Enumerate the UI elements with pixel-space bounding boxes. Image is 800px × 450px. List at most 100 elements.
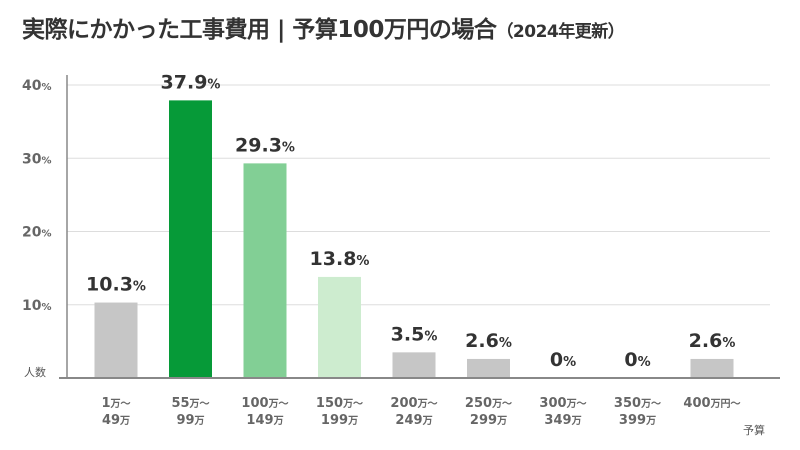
x-tick-number: 300 [539,396,566,411]
data-label-value: 37.9 [161,71,208,93]
x-tick-number: 350 [614,396,641,411]
data-label: 10.3% [86,274,146,296]
data-label: 29.3% [235,134,295,156]
x-tick-label: 400万円〜 [683,396,740,411]
x-tick-number: 149 [246,413,273,428]
x-tick-unit: 万円〜 [710,398,741,410]
data-label-value: 2.6 [465,330,499,352]
bar [169,100,212,378]
y-tick-unit: % [41,229,51,240]
x-tick-unit: 万 [347,415,358,427]
x-tick-unit: 万 [496,415,507,427]
data-label: 13.8% [310,248,370,270]
bar [94,302,138,378]
chart-title: 実際にかかった工事費用 | 予算100万円の場合（2024年更新） [22,10,792,44]
x-tick-number: 99 [176,413,194,428]
bar [467,358,510,378]
bar [243,163,287,378]
data-label: 2.6% [465,330,512,352]
y-tick-unit: % [41,155,51,166]
data-label-unit: % [207,77,220,92]
x-tick-unit: 万〜 [110,398,131,410]
x-tick-number: 400 [683,396,710,411]
x-tick-label: 300万〜 [539,396,586,411]
x-tick-unit: 万〜 [417,398,438,410]
data-label-unit: % [638,355,651,370]
y-tick-label: 20% [22,225,52,241]
x-tick-unit: 万 [194,415,205,427]
x-tick-label: 399万 [619,413,656,428]
data-label-unit: % [563,355,576,370]
y-tick-number: 10 [22,298,42,314]
x-tick-unit: 万 [645,415,656,427]
y-tick-unit: % [41,302,51,313]
data-label-value: 29.3 [235,134,282,156]
chart-title-main: 実際にかかった工事費用 | 予算100万円の場合 [22,17,497,43]
x-tick-unit: 万 [119,415,130,427]
x-tick-number: 199 [321,413,348,428]
x-tick-unit: 万〜 [268,398,289,410]
x-tick-number: 399 [619,413,646,428]
x-tick-label: 299万 [470,413,507,428]
x-tick-number: 349 [544,413,571,428]
data-label-value: 13.8 [310,248,357,270]
y-tick-label: 10% [22,298,52,314]
x-tick-number: 200 [390,396,417,411]
x-tick-number: 299 [470,413,497,428]
data-label: 0% [624,349,650,371]
x-tick-label: 200万〜 [390,396,437,411]
x-tick-label: 1万〜 [101,396,130,411]
data-label: 3.5% [391,323,438,345]
data-label-value: 3.5 [391,323,425,345]
data-label-unit: % [282,140,295,155]
x-tick-number: 100 [241,396,268,411]
x-tick-label: 199万 [321,413,358,428]
x-tick-number: 150 [316,396,343,411]
x-tick-label: 149万 [246,413,283,428]
x-tick-number: 250 [465,396,492,411]
x-tick-unit: 万〜 [566,398,587,410]
data-label: 2.6% [689,330,736,352]
y-tick-number: 20 [22,225,42,241]
y-tick-number: 40 [22,78,42,94]
x-tick-label: 100万〜 [241,396,288,411]
x-tick-label: 350万〜 [614,396,661,411]
x-tick-number: 1 [101,396,110,411]
x-tick-unit: 万 [422,415,433,427]
x-tick-unit: 万〜 [491,398,512,410]
y-tick-label: 30% [22,151,52,167]
x-tick-label: 55万〜 [171,396,209,411]
y-tick-label: 40% [22,78,52,94]
bar [690,358,734,378]
x-tick-unit: 万〜 [640,398,661,410]
bar [392,352,436,378]
x-tick-label: 349万 [544,413,581,428]
x-tick-label: 49万 [102,413,130,428]
x-tick-label: 150万〜 [316,396,363,411]
data-label-unit: % [499,336,512,351]
x-tick-number: 249 [395,413,422,428]
data-label-value: 2.6 [689,330,723,352]
x-axis-title: 予算 [743,423,765,437]
x-tick-number: 55 [171,396,189,411]
data-label-unit: % [356,254,369,269]
data-label: 37.9% [161,71,221,93]
bar [318,276,361,378]
data-label-unit: % [133,280,146,295]
x-tick-label: 99万 [176,413,204,428]
x-tick-unit: 万 [273,415,284,427]
data-label-value: 10.3 [86,274,133,296]
x-tick-unit: 万〜 [189,398,210,410]
data-label-unit: % [424,329,437,344]
y-tick-unit: % [41,82,51,93]
data-label-unit: % [722,336,735,351]
data-label-value: 0 [624,349,637,371]
x-tick-unit: 万 [571,415,582,427]
data-label-value: 0 [550,349,563,371]
x-tick-unit: 万〜 [342,398,363,410]
x-tick-label: 249万 [395,413,432,428]
y-tick-number: 30 [22,151,42,167]
chart-title-sub: （2024年更新） [496,22,625,42]
x-tick-label: 250万〜 [465,396,512,411]
